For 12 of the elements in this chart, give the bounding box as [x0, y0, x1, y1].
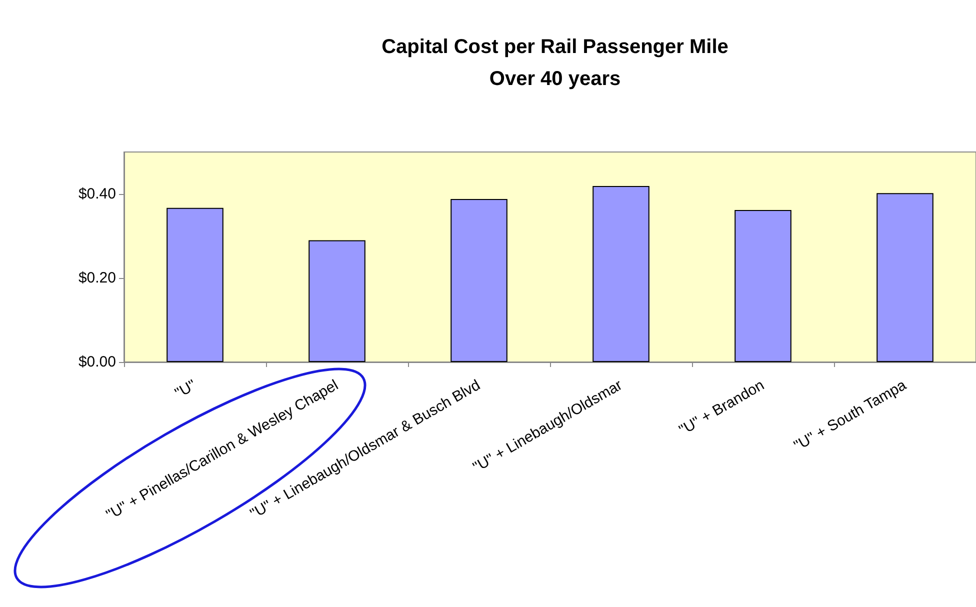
bar — [166, 208, 224, 362]
y-tick-label: $0.20 — [78, 270, 116, 286]
bar — [450, 199, 508, 362]
y-tick-label: $0.40 — [78, 186, 116, 202]
y-tick-label: $0.00 — [78, 354, 116, 370]
bar — [734, 210, 792, 362]
chart-subtitle: Over 40 years — [489, 68, 621, 90]
bar — [308, 240, 366, 362]
bar — [592, 186, 650, 362]
chart-title: Capital Cost per Rail Passenger Mile — [382, 36, 728, 58]
bar — [876, 193, 934, 362]
x-tick-label: "U" — [172, 376, 200, 402]
